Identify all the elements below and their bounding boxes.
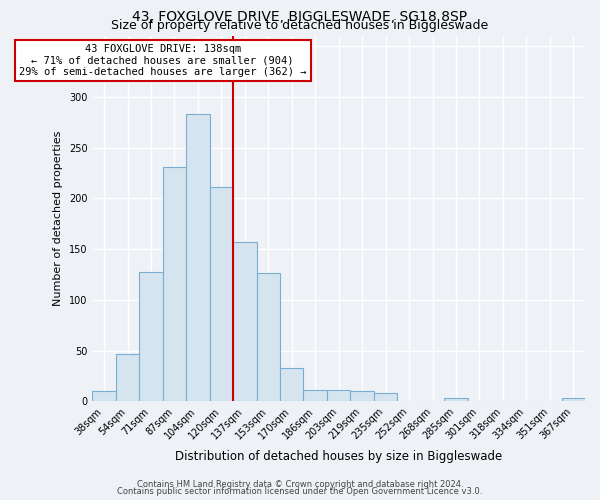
Bar [209,187,233,402]
Bar [350,391,374,402]
Bar [233,242,257,402]
Text: Size of property relative to detached houses in Biggleswade: Size of property relative to detached ho… [112,19,488,32]
Bar [92,391,116,402]
Bar [374,393,397,402]
Text: Contains public sector information licensed under the Open Government Licence v3: Contains public sector information licen… [118,487,482,496]
Bar [163,167,186,402]
Bar [139,272,163,402]
Text: 43 FOXGLOVE DRIVE: 138sqm
← 71% of detached houses are smaller (904)
29% of semi: 43 FOXGLOVE DRIVE: 138sqm ← 71% of detac… [19,44,307,78]
Bar [444,398,467,402]
Bar [562,398,585,402]
Bar [304,390,327,402]
Bar [186,114,209,402]
Bar [280,368,304,402]
Y-axis label: Number of detached properties: Number of detached properties [53,131,63,306]
X-axis label: Distribution of detached houses by size in Biggleswade: Distribution of detached houses by size … [175,450,502,462]
Bar [116,354,139,402]
Bar [257,274,280,402]
Text: Contains HM Land Registry data © Crown copyright and database right 2024.: Contains HM Land Registry data © Crown c… [137,480,463,489]
Bar [327,390,350,402]
Text: 43, FOXGLOVE DRIVE, BIGGLESWADE, SG18 8SP: 43, FOXGLOVE DRIVE, BIGGLESWADE, SG18 8S… [133,10,467,24]
